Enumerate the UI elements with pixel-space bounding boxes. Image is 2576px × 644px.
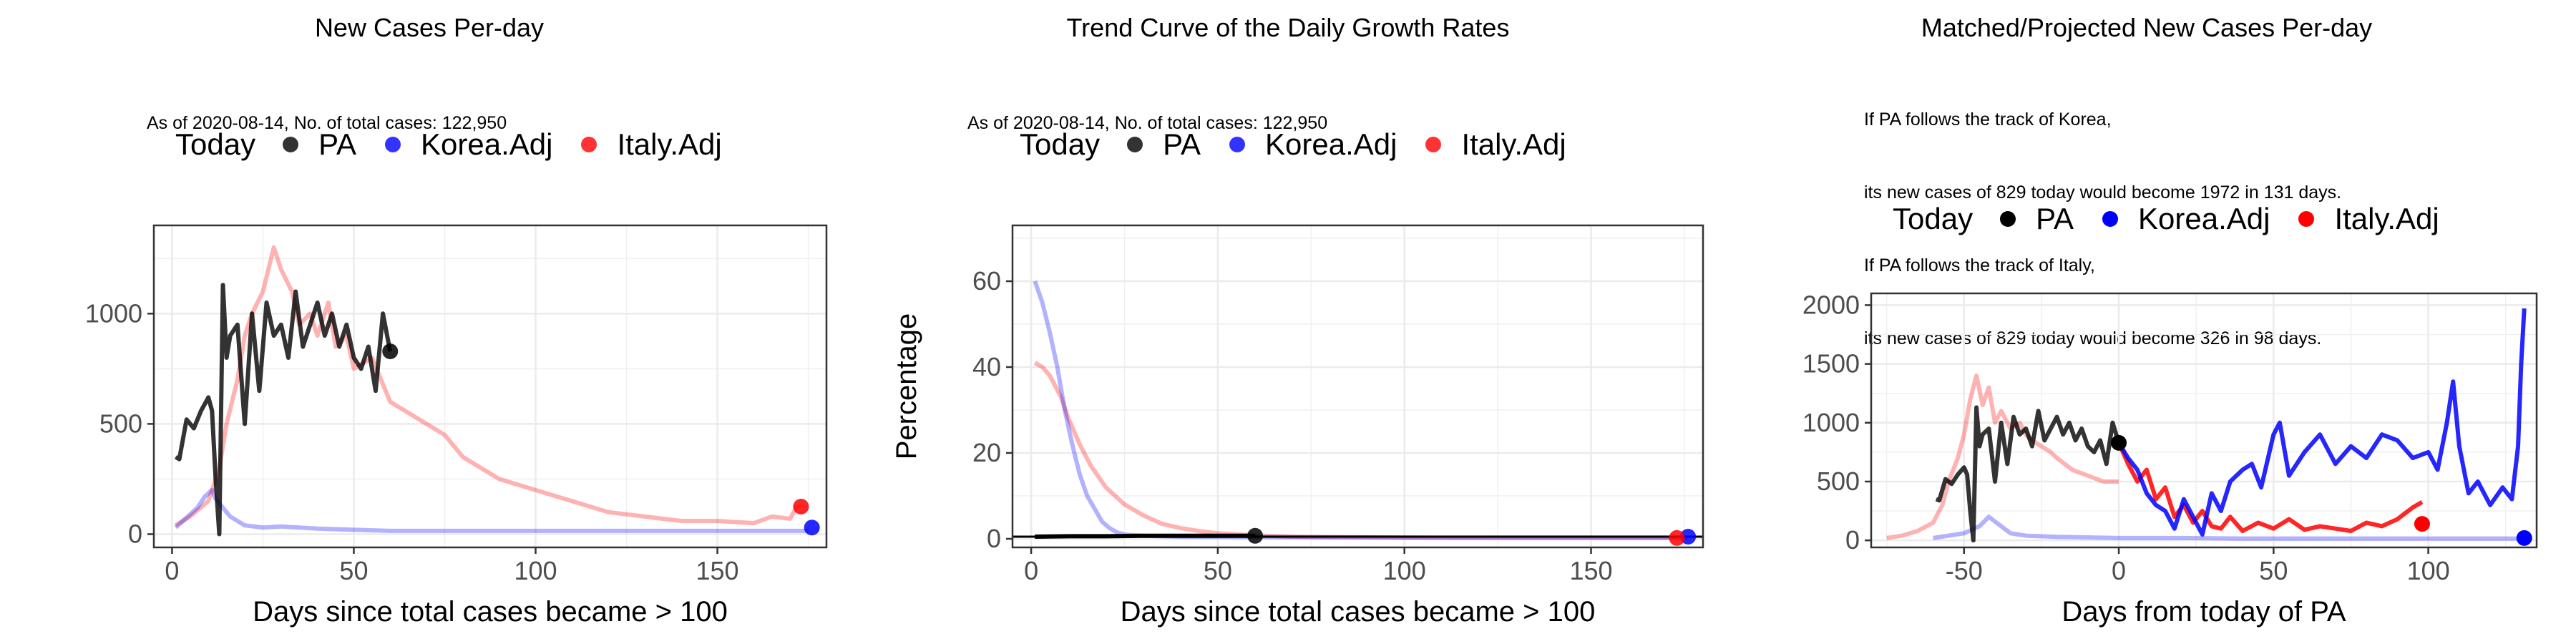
panel-new-cases: New Cases Per-day As of 2020-08-14, No. … <box>0 0 859 644</box>
x-tick-label: 100 <box>514 556 557 585</box>
y-tick-label: 1500 <box>1802 349 1860 379</box>
chart-title: Trend Curve of the Daily Growth Rates <box>1066 13 1510 42</box>
legend-title: Today <box>1893 202 1974 235</box>
series-line-italy-adj <box>1033 361 1677 540</box>
series-line-pa <box>1935 405 2121 543</box>
subtitle-line: If PA follows the track of Korea, <box>1864 109 2112 130</box>
x-tick-label: 0 <box>165 556 179 585</box>
legend: Today PA Korea.Adj Italy.Adj <box>1020 127 1588 162</box>
legend-key-korea <box>2102 210 2118 227</box>
series-line-korea-adj <box>174 487 809 533</box>
y-tick-label: 500 <box>99 409 142 438</box>
series-line-italy-adj <box>174 245 799 527</box>
legend-label-italy: Italy.Adj <box>617 127 722 161</box>
x-tick-label: 0 <box>1024 556 1038 585</box>
y-axis-title: Percentage <box>891 313 922 460</box>
y-tick-label: 1000 <box>85 298 142 328</box>
subtitle-line: If PA follows the track of Italy, <box>1864 255 2095 275</box>
series-line-italy-adj <box>2117 441 2424 533</box>
today-point-pa <box>2111 434 2127 451</box>
subtitle-line: its new cases of 829 today would become … <box>1864 182 2342 203</box>
legend: Today PA Korea.Adj Italy.Adj <box>1893 202 2461 236</box>
subtitle-line: As of 2020-08-14, No. of total cases: 12… <box>147 113 507 133</box>
today-point-pa <box>1247 527 1264 544</box>
x-tick-label: 150 <box>696 556 739 585</box>
y-tick-label: 2000 <box>1802 290 1860 319</box>
y-tick-label: 0 <box>1845 525 1860 555</box>
chart-title: Matched/Projected New Cases Per-day <box>1921 13 2373 42</box>
series-line-korea-adj-matched- <box>1933 514 2522 541</box>
plot-border <box>152 224 828 549</box>
series-line-italy-adj-matched- <box>1886 374 2119 540</box>
series-line-korea-adj <box>2117 308 2527 537</box>
x-tick-label: 100 <box>1383 556 1426 585</box>
legend-label-korea: Korea.Adj <box>421 127 553 161</box>
legend: Today PA Korea.Adj Italy.Adj <box>175 127 743 162</box>
x-tick-label: 150 <box>1569 556 1612 585</box>
chart-title: New Cases Per-day <box>314 13 545 42</box>
plot-border <box>1870 292 2538 549</box>
legend-key-pa <box>283 136 299 152</box>
chart-plot: 0 50 100 150 0 500 1000 Days since total cases … <box>85 224 828 628</box>
panel-growth-rates: Trend Curve of the Daily Growth Rates As… <box>859 0 1717 644</box>
legend-key-korea <box>385 136 401 152</box>
series-line-pa <box>174 283 393 537</box>
x-tick-label: -50 <box>1946 556 1983 585</box>
today-point-korea-adj <box>2516 530 2532 546</box>
legend-key-pa <box>2000 210 2016 227</box>
legend-label-pa: PA <box>2036 202 2074 235</box>
x-tick-label: 50 <box>2259 556 2288 585</box>
y-tick-label: 0 <box>128 519 142 549</box>
legend-label-italy: Italy.Adj <box>1461 127 1566 161</box>
y-tick-label: 0 <box>987 524 1001 553</box>
legend-label-korea: Korea.Adj <box>2138 202 2270 235</box>
today-point-italy-adj <box>1669 530 1685 546</box>
chart-subtitle: As of 2020-08-14, No. of total cases: 12… <box>967 62 1327 184</box>
series-line-korea-adj <box>1033 280 1689 540</box>
x-tick-label: 0 <box>2112 556 2126 585</box>
x-axis-title: Days since total cases became > 100 <box>253 596 728 628</box>
legend-key-italy <box>2298 210 2315 227</box>
x-tick-label: 50 <box>339 556 368 585</box>
y-tick-label: 60 <box>972 266 1001 296</box>
legend-title: Today <box>175 127 256 161</box>
chart-plot: 0 50 100 150 0 20 40 60 Days since total cases b… <box>891 224 1704 628</box>
legend-label-korea: Korea.Adj <box>1265 127 1397 161</box>
plot-border <box>1011 224 1704 549</box>
legend-title: Today <box>1020 127 1101 161</box>
today-point-italy-adj <box>793 498 809 514</box>
legend-label-italy: Italy.Adj <box>2334 202 2439 235</box>
y-tick-label: 500 <box>1817 467 1860 496</box>
y-tick-label: 1000 <box>1802 408 1860 437</box>
legend-key-korea <box>1229 136 1245 152</box>
subtitle-line: As of 2020-08-14, No. of total cases: 12… <box>967 113 1328 133</box>
today-point-italy-adj <box>2414 516 2430 532</box>
legend-label-pa: PA <box>1163 127 1201 161</box>
chart-subtitle: If PA follows the track of Korea, its ne… <box>1864 59 2341 399</box>
legend-key-italy <box>1425 136 1442 152</box>
x-tick-label: 50 <box>1204 556 1232 585</box>
chart-subtitle: As of 2020-08-14, No. of total cases: 12… <box>147 62 507 184</box>
legend-key-pa <box>1127 136 1143 152</box>
x-tick-label: 100 <box>2407 556 2450 585</box>
panel-projected-cases: Matched/Projected New Cases Per-day If P… <box>1717 0 2576 644</box>
legend-key-italy <box>581 136 597 152</box>
x-axis-title: Days from today of PA <box>2062 596 2346 628</box>
today-point-pa <box>382 343 399 359</box>
y-tick-label: 40 <box>972 352 1001 381</box>
legend-label-pa: PA <box>318 127 356 161</box>
x-axis-title: Days since total cases became > 100 <box>1121 596 1596 628</box>
y-tick-label: 20 <box>972 438 1001 467</box>
today-point-korea-adj <box>804 519 820 536</box>
